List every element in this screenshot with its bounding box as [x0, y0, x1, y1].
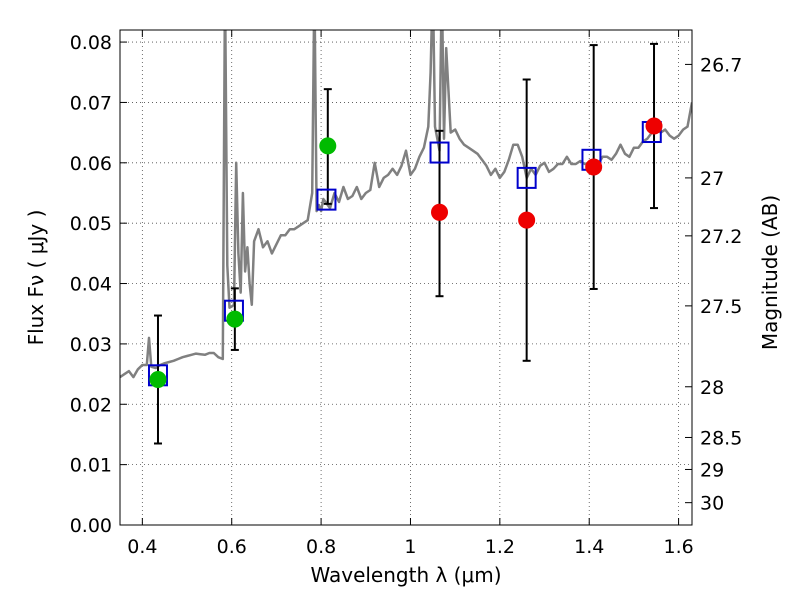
- right-tick-label: 30: [700, 493, 724, 515]
- y-tick-label: 0.02: [70, 394, 112, 416]
- right-tick-label: 26.7: [700, 54, 742, 76]
- y-tick-label: 0.05: [70, 213, 112, 235]
- model-square-point: [429, 141, 450, 164]
- marker-layer: [147, 117, 663, 389]
- green-data-point: [319, 137, 337, 155]
- y-tick-label: 0.03: [70, 334, 112, 356]
- x-tick-label: 0.4: [127, 536, 157, 558]
- y-tick-label: 0.07: [70, 92, 112, 114]
- red-data-point: [431, 203, 449, 221]
- right-tick-label: 27.5: [700, 296, 742, 318]
- errorbar-layer: [153, 42, 659, 445]
- grid: [120, 30, 692, 526]
- spectrum-layer: [120, 30, 692, 379]
- x-tick-label: 1: [404, 536, 416, 558]
- right-tick-label: 29: [700, 459, 724, 481]
- right-tick-label: 28.5: [700, 427, 742, 449]
- x-tick-label: 1.6: [663, 536, 693, 558]
- red-data-point: [585, 158, 603, 176]
- right-tick-label: 28: [700, 377, 724, 399]
- x-tick-label: 1.4: [574, 536, 604, 558]
- x-axis-label: Wavelength λ (μm): [310, 563, 501, 587]
- plot-frame: [119, 29, 693, 526]
- green-data-point: [149, 371, 167, 389]
- green-data-point: [226, 310, 244, 328]
- right-tick-label: 27.2: [700, 226, 742, 248]
- spectrum-line: [120, 30, 692, 379]
- right-tick-label: 27: [700, 168, 724, 190]
- y-axis-right-label: Magnitude (AB): [758, 195, 782, 350]
- model-square-point: [516, 166, 537, 189]
- y-tick-label: 0.08: [70, 32, 112, 54]
- red-data-point: [518, 211, 536, 229]
- x-tick-label: 1.2: [485, 536, 515, 558]
- x-tick-label: 0.8: [306, 536, 336, 558]
- model-square-point: [316, 188, 337, 211]
- y-tick-label: 0.01: [70, 455, 112, 477]
- y-tick-label: 0.00: [70, 515, 112, 537]
- x-tick-label: 0.6: [217, 536, 247, 558]
- tick-layer: 0.4 0.6 0.8 1 1.2 1.4 1.6 0.00 0.01 0.02 0.03 0.04 0…: [70, 30, 742, 558]
- y-tick-label: 0.06: [70, 153, 112, 175]
- y-tick-label: 0.04: [70, 274, 112, 296]
- red-data-point: [645, 117, 663, 135]
- y-axis-label: Flux Fν ( μJy ): [24, 210, 48, 346]
